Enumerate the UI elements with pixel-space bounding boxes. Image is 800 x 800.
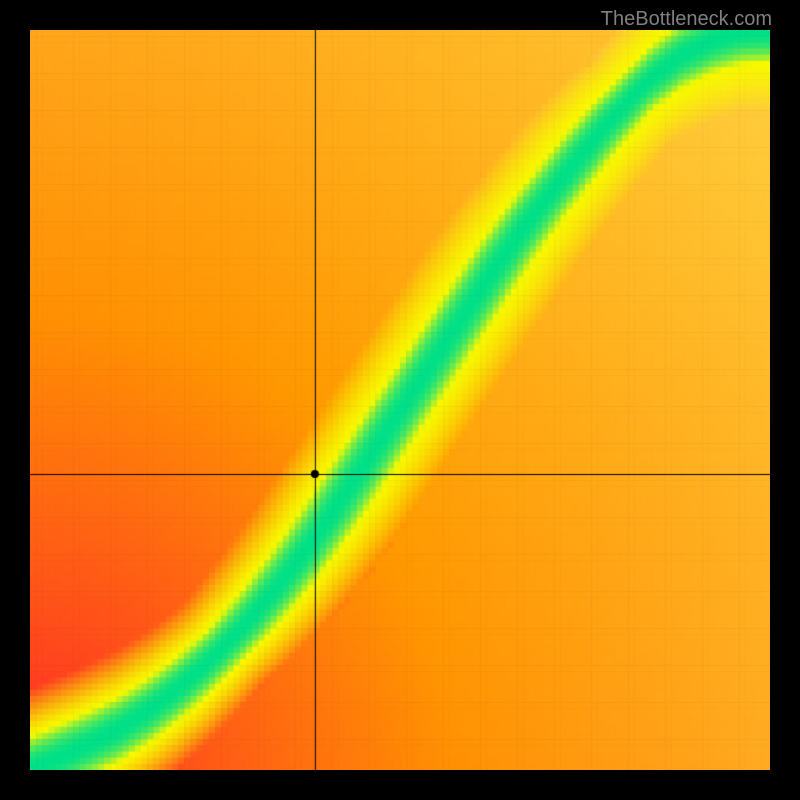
watermark-text: TheBottleneck.com bbox=[601, 8, 772, 31]
bottleneck-heatmap bbox=[30, 30, 770, 770]
chart-container: TheBottleneck.com bbox=[0, 0, 800, 800]
